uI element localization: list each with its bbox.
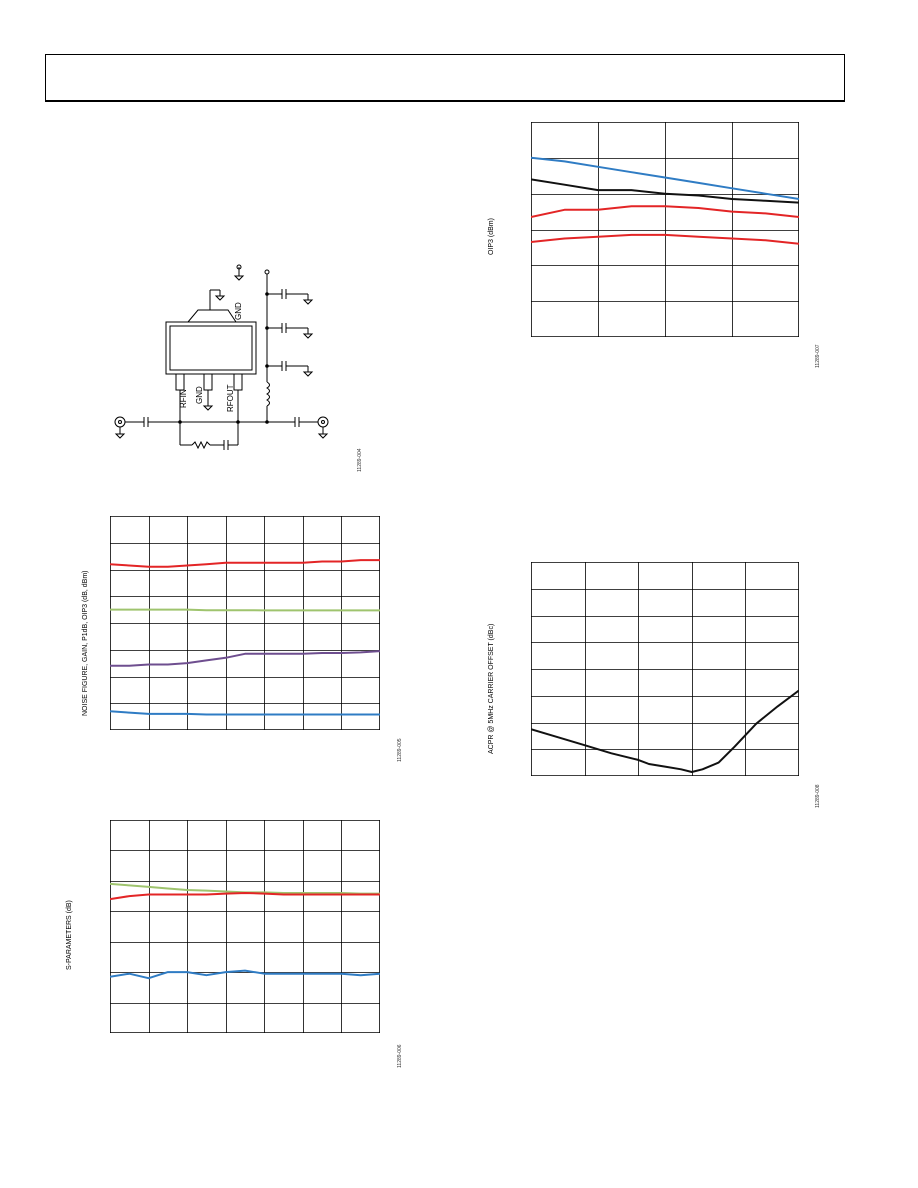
ic-inner (169, 325, 253, 371)
chart-oip3 (531, 122, 799, 337)
ground-icon (214, 295, 226, 301)
y-axis-label: ACPR @ 5MHz CARRIER OFFSET (dBc) (488, 623, 495, 754)
series-line-green-1 (110, 608, 380, 612)
gridlines (531, 562, 799, 776)
ground-icon (233, 275, 245, 281)
series-line-blue-0 (531, 156, 799, 200)
series-line-blue-2 (110, 969, 380, 980)
y-axis-label: OIP3 (dBm) (488, 218, 495, 255)
ground-icon (202, 405, 214, 411)
rf-in-connector-icon (114, 416, 126, 428)
resistor-icon (191, 440, 211, 450)
chart-s-parameters (110, 820, 380, 1033)
ground-icon (317, 433, 329, 439)
y-axis-label: NOISE FIGURE, GAIN, P1dB, OIP3 (dB, dBm) (82, 570, 89, 716)
gridlines (531, 122, 799, 337)
rf-out-connector-icon (317, 416, 329, 428)
ic-tab (187, 309, 237, 323)
ic-body (165, 321, 257, 375)
gridlines (110, 820, 380, 1033)
inductor-icon (266, 381, 270, 407)
chart-acpr (531, 562, 799, 776)
pin-label-gnd-top: GND (234, 302, 243, 320)
chart-noise-figure-gain (110, 516, 380, 730)
ground-icon (114, 433, 126, 439)
series-line-red-2 (531, 205, 799, 218)
pin-label-gnd: GND (195, 386, 204, 404)
gridlines (110, 516, 380, 730)
ground-icon (302, 371, 314, 377)
figure-id: 11289-008 (815, 784, 821, 808)
figure-id: 11289-007 (815, 344, 821, 368)
figure-id: 11289-005 (397, 738, 403, 762)
series-line-black-1 (531, 178, 799, 204)
y-axis-label: S-PARAMETERS (dB) (66, 900, 73, 970)
pin-label-rfin: RFIN (179, 389, 188, 408)
series-line-purple-2 (110, 650, 380, 667)
series-line-black-0 (531, 689, 799, 773)
application-circuit: GND RFIN GND RFOUT (114, 264, 329, 450)
series-line-red-1 (110, 892, 380, 901)
pin-label-rfout: RFOUT (226, 384, 235, 412)
figure-id: 11289-006 (397, 1044, 403, 1068)
page-header (45, 54, 845, 102)
figure-id: 11289-004 (357, 448, 363, 472)
ground-icon (302, 333, 314, 339)
ground-icon (302, 299, 314, 305)
series-line-blue-3 (110, 710, 380, 716)
series-line-red-0 (110, 559, 380, 568)
series-line-red-3 (531, 233, 799, 245)
